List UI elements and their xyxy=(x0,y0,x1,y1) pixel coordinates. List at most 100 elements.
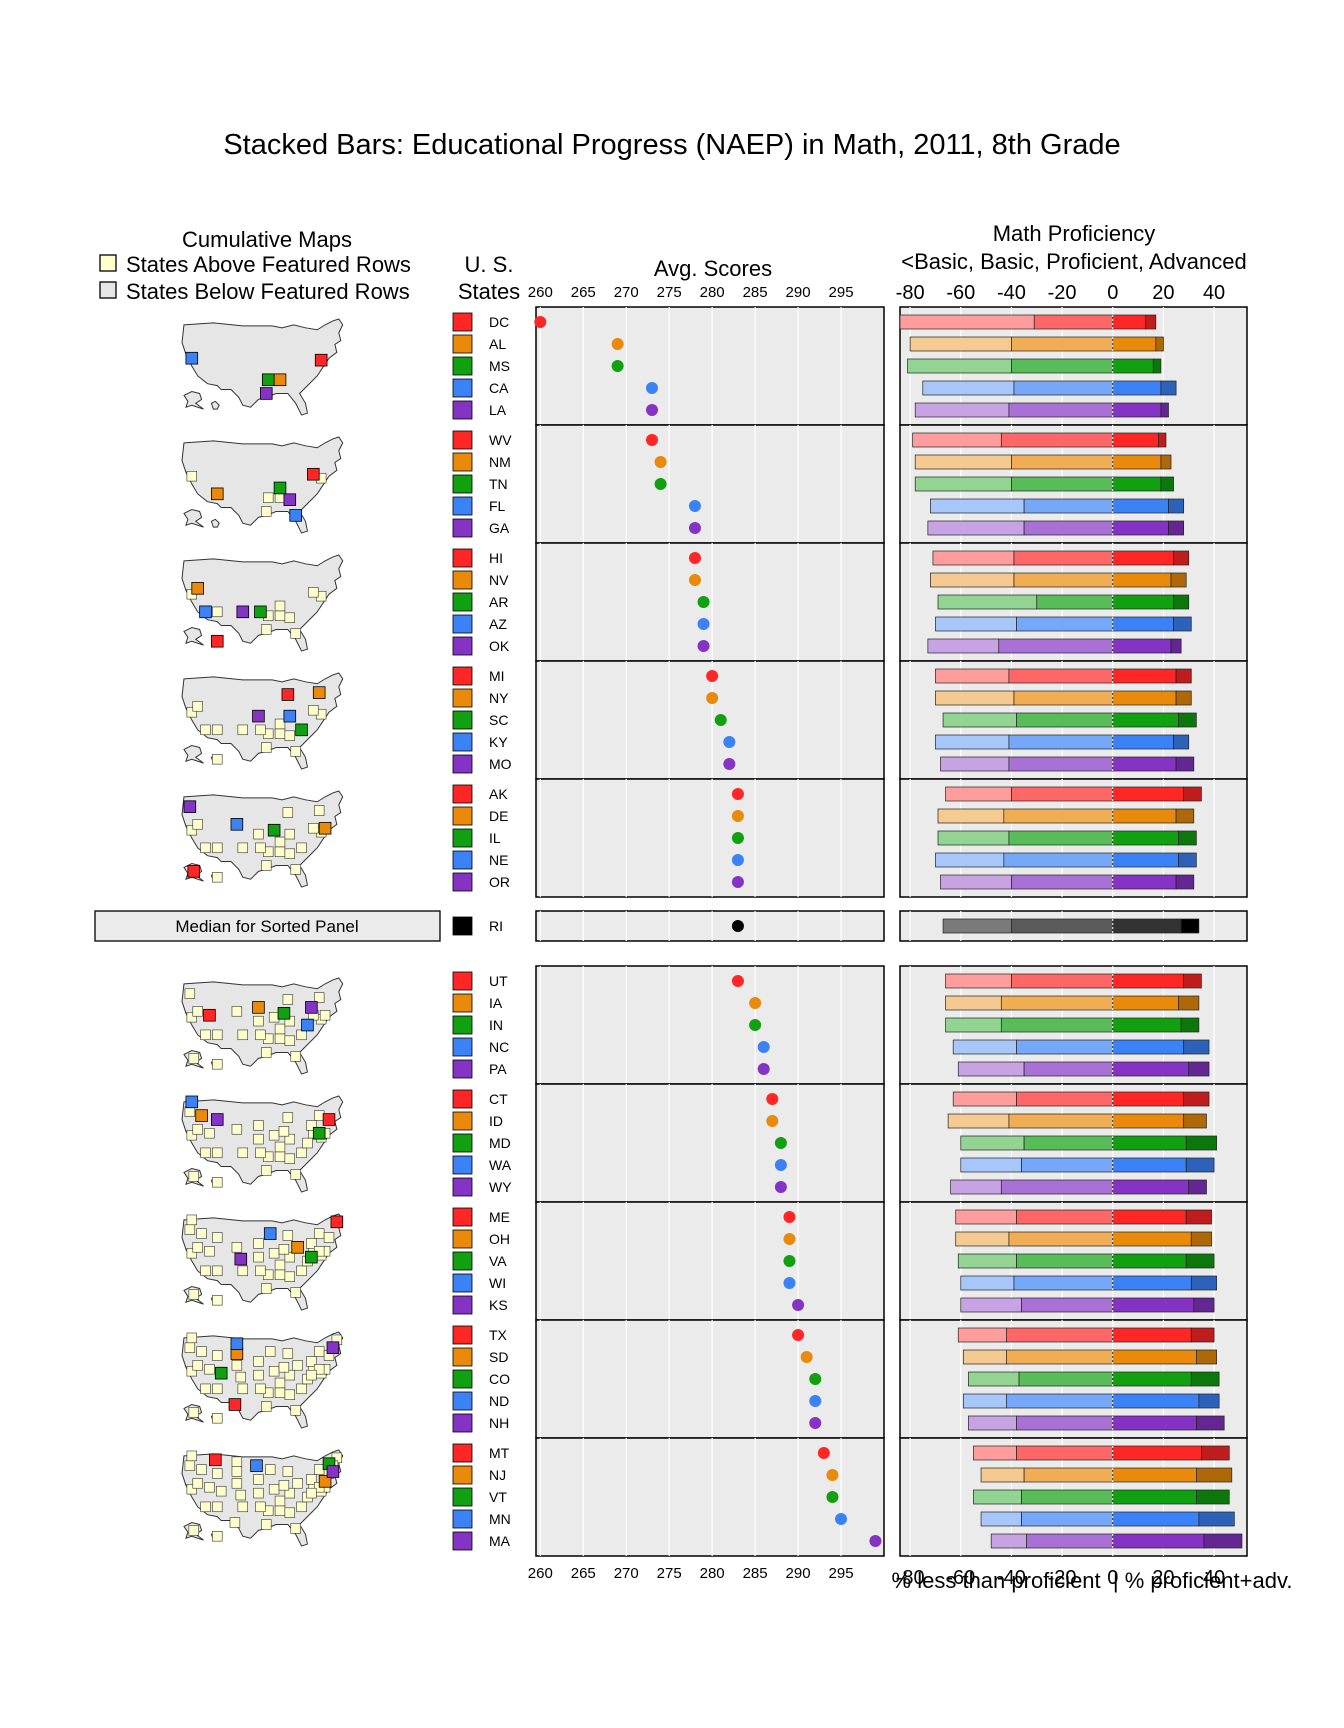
map-prior-state-AZ xyxy=(200,1029,211,1041)
map-prior-state-SC xyxy=(296,1147,307,1159)
bar-axis-bottom-tick-0: 0 xyxy=(1107,1567,1118,1589)
map-prior-state-GA xyxy=(284,1507,296,1518)
score-dot-NE xyxy=(731,854,744,866)
map-prior-state-MD xyxy=(314,1364,325,1375)
maps-header-title: Cumulative Maps xyxy=(182,227,352,252)
state-swatch-MS xyxy=(452,356,473,376)
map-prior-state-HI xyxy=(212,1531,223,1542)
map-prior-state-NV xyxy=(192,1124,203,1135)
map-prior-state-TN xyxy=(274,1377,286,1389)
score-dot-ME xyxy=(783,1211,796,1223)
dot-panel-frame xyxy=(535,542,885,662)
bar-basic-LA xyxy=(1008,402,1114,418)
map-prior-state-IL xyxy=(268,1130,280,1141)
map-prior-state-MO xyxy=(253,828,264,840)
bar-below-basic-SC xyxy=(942,712,1017,728)
map-prior-state-NV xyxy=(192,1242,203,1253)
map-prior-state-IA xyxy=(253,1474,264,1485)
state-label-DC: DC xyxy=(489,314,509,330)
map-prior-state-NY xyxy=(314,1464,325,1475)
state-swatch-WI xyxy=(452,1273,473,1293)
map-prior-state-HI xyxy=(212,1295,223,1306)
map-prior-state-NV xyxy=(192,1478,203,1489)
dot-axis-top-tick-275: 275 xyxy=(657,284,682,301)
state-label-MS: MS xyxy=(489,358,510,374)
map-prior-state-IN xyxy=(278,1126,290,1137)
legend-below-swatch xyxy=(99,281,117,299)
map-prior-state-PA xyxy=(306,1120,317,1131)
score-dot-KS xyxy=(792,1299,805,1311)
dot-axis-bottom-tick-290: 290 xyxy=(786,1565,811,1582)
map-prior-state-IN xyxy=(278,1244,290,1255)
map-prior-state-FL xyxy=(290,1405,301,1416)
map-prior-state-UT xyxy=(204,1128,215,1139)
score-dot-DE xyxy=(731,810,744,822)
bar-axis-top-tick-neg40: -40 xyxy=(997,282,1026,304)
map-prior-state-LA xyxy=(261,1165,272,1176)
map-prior-state-CA xyxy=(186,471,198,482)
map-prior-state-OK xyxy=(237,1383,248,1395)
map-state-HI xyxy=(211,634,224,648)
state-swatch-NJ xyxy=(452,1465,473,1485)
map-prior-state-KS xyxy=(235,1489,247,1501)
state-label-PA: PA xyxy=(489,1061,507,1077)
map-prior-state-KY xyxy=(284,1251,296,1263)
map-prior-state-MI xyxy=(282,1348,294,1359)
bar-axis-top-tick-0: 0 xyxy=(1107,282,1118,304)
bar-below-basic-NM xyxy=(914,454,1012,470)
state-swatch-KY xyxy=(452,732,473,752)
map-prior-state-IA xyxy=(253,1356,264,1367)
map-prior-state-NE xyxy=(231,1360,243,1371)
bar-advanced-AL xyxy=(1155,336,1164,352)
state-swatch-ND xyxy=(452,1391,473,1411)
map-state-OR xyxy=(183,800,197,813)
map-prior-state-MO xyxy=(253,1015,264,1027)
score-dot-MA xyxy=(869,1535,882,1547)
bar-advanced-MI xyxy=(1175,668,1192,684)
bar-proficient-LA xyxy=(1112,402,1162,418)
map-prior-state-OH xyxy=(292,1360,303,1371)
bar-below-basic-NJ xyxy=(980,1467,1025,1483)
map-prior-state-CA xyxy=(186,1484,198,1495)
map-prior-state-HI xyxy=(212,1177,223,1188)
bar-advanced-NV xyxy=(1170,572,1187,588)
score-dot-OK xyxy=(697,640,710,652)
state-swatch-CT xyxy=(452,1089,473,1109)
map-prior-state-NE xyxy=(231,1242,243,1253)
state-swatch-VT xyxy=(452,1487,473,1507)
bar-proficient-UT xyxy=(1112,973,1185,989)
bar-proficient-CO xyxy=(1112,1371,1192,1387)
bar-advanced-ME xyxy=(1185,1209,1212,1225)
score-dot-NV xyxy=(688,574,701,586)
score-dot-VT xyxy=(826,1491,839,1503)
state-label-MA: MA xyxy=(489,1533,511,1549)
map-prior-state-NM xyxy=(212,1501,223,1513)
dot-panel-frame xyxy=(535,910,885,942)
median-group: RI Median for Sorted Panel xyxy=(94,910,1248,942)
state-label-KS: KS xyxy=(489,1297,508,1313)
map-prior-state-AL xyxy=(274,728,286,739)
state-swatch-OH xyxy=(452,1229,473,1249)
bar-below-basic-CA xyxy=(922,380,1015,396)
map-state-SC xyxy=(295,723,308,737)
map-prior-state-GA xyxy=(284,1153,296,1164)
dot-panel-frame xyxy=(535,965,885,1085)
map-prior-state-OK xyxy=(237,724,248,736)
bar-basic-OH xyxy=(1008,1231,1114,1247)
map-prior-state-AZ xyxy=(200,1147,211,1159)
score-dot-KY xyxy=(723,736,736,748)
bar-advanced-NM xyxy=(1160,454,1172,470)
axes-layer: 260 260 265 265 270 270 275 275 280 280 285 285 290 2… xyxy=(528,282,1225,1589)
bar-below-basic-ND xyxy=(962,1393,1007,1409)
dot-panel-title: Avg. Scores xyxy=(654,256,772,281)
map-prior-state-ID xyxy=(196,1464,207,1475)
score-dot-TX xyxy=(792,1329,805,1341)
map-prior-state-AK xyxy=(188,1525,199,1536)
map-prior-state-ID xyxy=(196,1228,207,1239)
bar-below-basic-MI xyxy=(935,668,1010,684)
bar-below-basic-NC xyxy=(952,1039,1017,1055)
map-prior-state-KY xyxy=(284,1133,296,1145)
micromap-8 xyxy=(181,1095,344,1193)
map-prior-state-AL xyxy=(274,610,286,621)
bar-advanced-MT xyxy=(1201,1445,1230,1461)
